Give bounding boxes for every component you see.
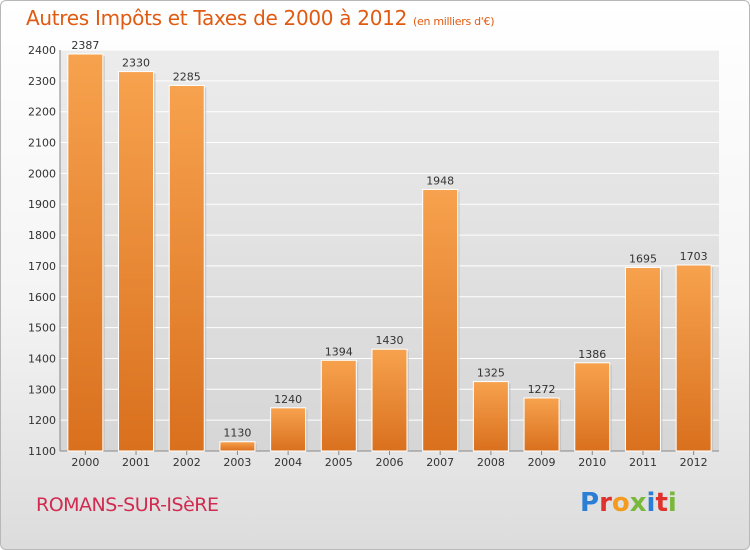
bar-value-label: 1703 [680,250,708,263]
y-tick-label: 2000 [28,167,56,180]
bar [624,266,661,452]
bar [371,348,408,452]
y-tick-label: 2300 [28,75,56,88]
x-tick-label: 2008 [477,456,505,469]
y-tick-label: 2100 [28,137,56,150]
bar-value-label: 1325 [477,367,505,380]
bar-value-label: 2285 [173,70,201,83]
bar [168,84,205,452]
y-tick-label: 1400 [28,352,56,365]
bar [219,441,256,452]
y-tick-label: 2400 [28,44,56,57]
y-tick-label: 1800 [28,229,56,242]
bar-value-label: 2387 [71,39,99,52]
x-tick-label: 2010 [578,456,606,469]
proxiti-logo: Proxiti [580,488,677,518]
bar-value-label: 2330 [122,57,150,70]
x-tick-label: 2011 [629,456,657,469]
x-tick-label: 2003 [223,456,251,469]
chart-title: Autres Impôts et Taxes de 2000 à 2012 (en… [26,6,494,30]
x-tick-label: 2002 [173,456,201,469]
x-tick-label: 2009 [528,456,556,469]
x-tick-label: 2004 [274,456,302,469]
y-tick-label: 1200 [28,414,56,427]
y-tick-label: 1700 [28,260,56,273]
chart-unit-label: (en milliers d'€) [413,15,495,28]
logo-letter: i [667,488,677,518]
logo-letter: P [580,488,600,518]
y-tick-label: 1100 [28,445,56,458]
logo-letter: r [599,488,612,518]
bar [270,407,307,452]
x-tick-label: 2006 [376,456,404,469]
bar [320,359,357,452]
bar [118,71,155,452]
chart-title-text: Autres Impôts et Taxes de 2000 à 2012 [26,6,407,30]
bar [422,188,459,452]
x-tick-label: 2005 [325,456,353,469]
x-tick-label: 2007 [426,456,454,469]
bar [675,264,712,452]
y-tick-label: 1900 [28,198,56,211]
bar-value-label: 1272 [528,383,556,396]
y-tick-label: 1300 [28,383,56,396]
logo-letter: t [655,488,668,518]
bar-value-label: 1130 [223,427,251,440]
city-name: ROMANS-SUR-ISèRE [36,494,219,516]
x-tick-label: 2000 [71,456,99,469]
bar [523,397,560,452]
logo-letter: i [646,488,656,518]
bar-value-label: 1948 [426,174,454,187]
bar-value-label: 1695 [629,252,657,265]
y-tick-label: 2200 [28,106,56,119]
y-tick-label: 1500 [28,322,56,335]
bar-value-label: 1386 [578,348,606,361]
bar [472,381,509,452]
logo-letter: o [611,488,630,518]
x-tick-label: 2001 [122,456,150,469]
bar-value-label: 1240 [274,393,302,406]
logo-letter: x [629,488,647,518]
x-tick-label: 2012 [680,456,708,469]
bar-value-label: 1394 [325,345,353,358]
bar [574,362,611,452]
bar [67,53,104,452]
y-tick-label: 1600 [28,291,56,304]
bar-value-label: 1430 [376,334,404,347]
